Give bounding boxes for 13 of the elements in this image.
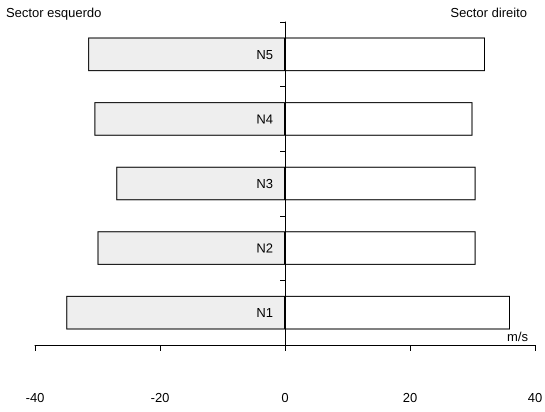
y-tick-label: N3 (256, 176, 273, 191)
y-tick-label: N4 (256, 111, 273, 126)
x-tick-label: 0 (281, 390, 289, 405)
y-tick-label: N2 (256, 240, 273, 256)
y-tick-label: N1 (256, 305, 273, 320)
x-axis-title: m/s (507, 329, 528, 344)
x-tick-label: 20 (402, 390, 418, 405)
text: Sector esquerdo (6, 5, 102, 20)
x-tick-label: -40 (26, 390, 44, 405)
y-tick-label: N5 (256, 46, 273, 62)
x-tick-label: -20 (150, 390, 170, 405)
x-tick-label: 40 (528, 390, 542, 405)
text: Sector direito (450, 5, 528, 20)
